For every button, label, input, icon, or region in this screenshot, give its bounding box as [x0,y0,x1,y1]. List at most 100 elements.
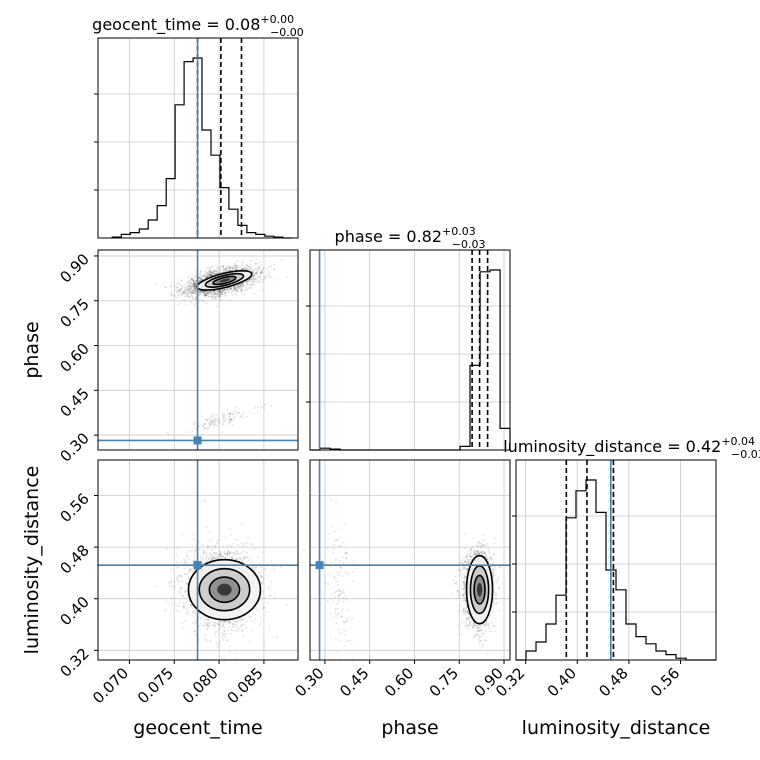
sample-point [193,284,196,287]
sample-point [246,552,248,554]
sample-point [239,284,242,286]
sample-point [220,621,223,624]
sample-point [230,633,232,635]
sample-point [212,271,215,274]
sample-point [210,554,212,557]
sample-point [268,594,270,597]
sample-point [230,287,233,289]
sample-point [177,303,180,306]
sample-point [219,640,221,643]
sample-point [206,428,209,431]
sample-point [193,558,196,560]
sample-point [184,291,187,294]
sample-point [246,265,249,268]
sample-point [223,552,226,555]
sample-point [219,290,222,292]
sample-point [179,293,182,296]
sample-point [204,290,207,293]
sample-point [209,416,212,419]
sample-point [226,547,229,550]
sample-point [228,266,231,269]
sample-point [207,626,210,628]
sample-point [173,285,176,288]
sample-point [164,609,167,612]
sample-point [225,267,227,270]
sample-point [175,603,178,606]
sample-point [183,292,186,294]
sample-point [186,293,188,295]
sample-point [222,555,225,558]
sample-point [210,265,213,268]
sample-point [219,269,222,271]
sample-point [253,277,255,280]
sample-point [249,411,252,413]
sample-point [185,289,188,292]
sample-point [257,406,259,409]
sample-point [219,291,222,293]
sample-point [190,294,193,297]
sample-point [204,275,206,278]
sample-point [237,544,240,546]
sample-point [221,635,224,638]
sample-point [234,268,237,271]
sample-point [217,291,220,294]
sample-point [208,274,210,276]
sample-point [228,651,231,653]
sample-point [217,417,219,420]
sample-point [192,284,195,286]
sample-point [218,290,221,293]
sample-point [239,286,242,288]
sample-point [175,577,178,579]
sample-point [237,627,240,630]
sample-point [242,284,245,287]
sample-point [209,539,211,542]
sample-point [199,290,202,292]
sample-point [233,289,236,291]
sample-point [214,634,217,637]
sample-point [193,285,196,288]
sample-point [224,289,226,291]
sample-point [210,274,213,277]
sample-point [206,266,209,269]
sample-point [229,419,232,422]
sample-point [215,265,218,268]
sample-point [191,293,194,295]
sample-point [237,267,240,269]
sample-point [204,293,207,295]
sample-point [229,413,232,416]
sample-point [234,410,237,413]
sample-point [189,295,191,298]
sample-point [245,284,248,287]
sample-point [186,554,189,557]
sample-point [228,263,231,266]
sample-point [266,267,268,270]
sample-point [215,296,218,299]
sample-point [170,584,173,587]
sample-point [214,631,217,634]
sample-point [236,260,239,262]
sample-point [212,418,215,421]
sample-point [181,587,184,590]
sample-point [233,287,235,289]
sample-point [190,568,193,571]
sample-point [270,580,273,583]
sample-point [207,291,209,293]
sample-point [204,290,206,293]
sample-point [181,622,184,625]
sample-point [199,622,202,625]
sample-point [186,590,188,592]
sample-point [240,288,243,290]
sample-point [216,268,219,270]
sample-point [260,275,262,278]
sample-point [211,545,213,548]
sample-point [232,542,235,545]
sample-point [235,265,237,267]
sample-point [259,260,262,263]
sample-point [201,277,203,280]
sample-point [242,634,244,637]
sample-point [257,410,260,413]
sample-point [218,539,220,542]
sample-point [181,533,184,536]
sample-point [203,625,206,627]
